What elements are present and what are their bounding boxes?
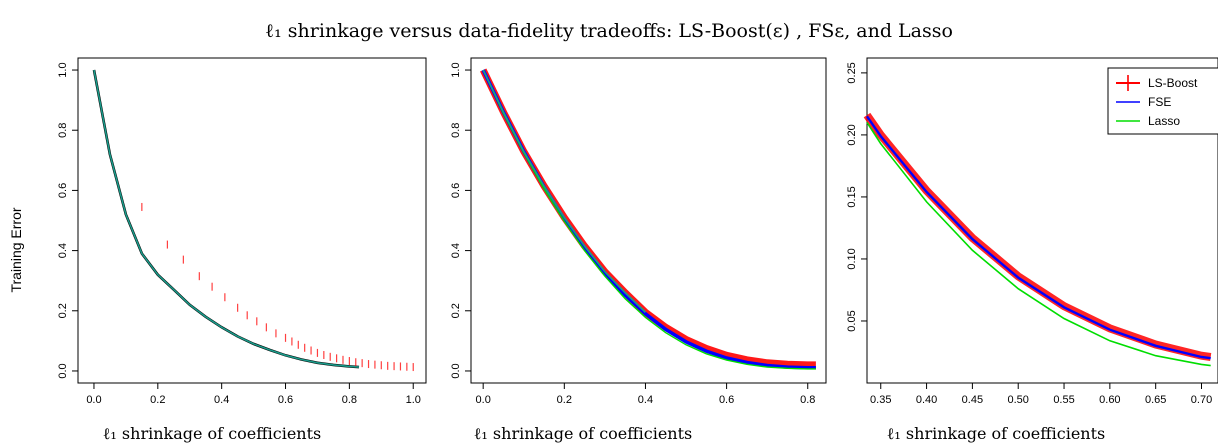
plot-frame-2 — [470, 57, 827, 384]
x-tick-3-6: 0.65 — [1145, 383, 1166, 406]
y-tick-2-5: 1.0 — [450, 62, 471, 78]
y-tick-1-0: 0.0 — [57, 363, 78, 379]
legend-label-fse: FSE — [1148, 95, 1171, 109]
x-tick-label: 0.45 — [962, 394, 983, 406]
y-tick-label: 0.4 — [450, 243, 462, 258]
x-tick-label: 0.6 — [278, 394, 293, 406]
plot-frame-3 — [866, 57, 1218, 384]
x-tick-label: 0.4 — [638, 394, 653, 406]
x-tick-2-2: 0.4 — [638, 383, 653, 406]
x-tick-label: 0.2 — [557, 394, 572, 406]
y-tick-label: 0.10 — [846, 248, 858, 269]
x-tick-label: 0.2 — [150, 394, 165, 406]
y-tick-label: 0.8 — [450, 123, 462, 138]
panel-3: 0.35 0.40 0.45 0.50 0.55 0.60 0.65 0.70 0.05 0.10… — [846, 57, 1218, 406]
x-axis-label-3: ℓ₁ shrinkage of coefficients — [886, 424, 1106, 443]
ls-boost-line — [863, 112, 1212, 361]
y-tick-label: 1.0 — [57, 62, 69, 77]
y-tick-label: 0.05 — [846, 310, 858, 331]
x-tick-label: 0.55 — [1053, 394, 1074, 406]
y-tick-label: 0.20 — [846, 124, 858, 145]
y-tick-3-4: 0.25 — [846, 62, 867, 84]
x-tick-3-1: 0.40 — [916, 383, 937, 406]
legend-box — [1107, 67, 1218, 135]
fse-line — [866, 115, 1211, 360]
overlap-line-teal — [482, 69, 647, 313]
x-tick-label: 0.65 — [1145, 394, 1166, 406]
x-tick-1-4: 0.8 — [342, 383, 357, 406]
y-tick-3-0: 0.05 — [846, 310, 867, 332]
y-tick-2-3: 0.6 — [450, 183, 471, 198]
legend-label-ls_boost: LS-Boost — [1148, 76, 1198, 90]
x-axis-label-2: ℓ₁ shrinkage of coefficients — [473, 424, 693, 443]
x-tick-label: 0.60 — [1099, 394, 1120, 406]
lasso-line — [482, 69, 816, 370]
x-tick-3-2: 0.45 — [962, 383, 983, 406]
x-tick-3-7: 0.70 — [1191, 383, 1212, 406]
x-tick-label: 1.0 — [406, 394, 421, 406]
path-line-dark — [92, 69, 360, 369]
x-tick-3-0: 0.35 — [870, 383, 891, 406]
x-tick-2-4: 0.8 — [800, 383, 815, 406]
y-tick-label: 0.2 — [57, 303, 69, 318]
x-tick-label: 0.50 — [1008, 394, 1029, 406]
y-tick-label: 0.0 — [57, 363, 69, 378]
y-tick-1-3: 0.6 — [57, 183, 78, 198]
x-tick-2-1: 0.2 — [557, 383, 572, 406]
x-tick-label: 0.8 — [342, 394, 357, 406]
x-tick-3-4: 0.55 — [1053, 383, 1075, 406]
y-tick-1-1: 0.2 — [57, 303, 78, 318]
y-tick-1-5: 1.0 — [57, 62, 78, 78]
x-tick-2-3: 0.6 — [719, 383, 734, 406]
y-tick-3-1: 0.10 — [846, 248, 867, 270]
x-axis-label-1: ℓ₁ shrinkage of coefficients — [102, 424, 322, 443]
x-tick-1-2: 0.4 — [214, 383, 229, 406]
x-tick-1-3: 0.6 — [278, 383, 293, 406]
x-tick-label: 0.0 — [476, 394, 491, 406]
y-tick-1-4: 0.8 — [57, 123, 78, 138]
y-tick-label: 0.8 — [57, 123, 69, 138]
y-tick-label: 0.4 — [57, 243, 69, 258]
y-tick-label: 0.15 — [846, 186, 858, 207]
x-tick-label: 0.70 — [1191, 394, 1212, 406]
y-tick-3-2: 0.15 — [846, 186, 867, 208]
fse-line — [481, 69, 816, 370]
legend: LS-Boost FSE Lasso — [1107, 67, 1218, 135]
y-tick-label: 0.0 — [450, 363, 462, 378]
x-tick-label: 0.4 — [214, 394, 229, 406]
x-tick-label: 0.8 — [800, 394, 815, 406]
y-tick-1-2: 0.4 — [57, 243, 78, 258]
y-tick-label: 1.0 — [450, 62, 462, 77]
x-tick-1-0: 0.0 — [86, 383, 102, 406]
legend-label-lasso: Lasso — [1148, 114, 1180, 128]
x-tick-2-0: 0.0 — [476, 383, 491, 406]
x-tick-label: 0.40 — [916, 394, 937, 406]
panel-1: 0.0 0.2 0.4 0.6 0.8 1.0 0.0 0.2 0.4 0.6 0.8 1.0 — [57, 57, 427, 406]
y-tick-2-2: 0.4 — [450, 243, 471, 258]
plot-frame-1 — [77, 57, 427, 384]
x-tick-1-1: 0.2 — [150, 383, 165, 406]
x-tick-1-5: 1.0 — [406, 383, 421, 406]
x-tick-3-3: 0.50 — [1008, 383, 1029, 406]
y-tick-2-1: 0.2 — [450, 303, 471, 318]
x-tick-label: 0.6 — [719, 394, 734, 406]
x-tick-3-5: 0.60 — [1099, 383, 1121, 406]
y-tick-label: 0.6 — [57, 183, 69, 198]
y-tick-label: 0.6 — [450, 183, 462, 198]
y-tick-2-0: 0.0 — [450, 363, 471, 379]
x-tick-label: 0.35 — [870, 394, 891, 406]
lasso-line — [866, 122, 1211, 367]
y-tick-3-3: 0.20 — [846, 124, 867, 146]
y-tick-2-4: 0.8 — [450, 123, 471, 138]
path-line-teal — [93, 69, 360, 368]
panel-2: 0.0 0.2 0.4 0.6 0.8 0.0 0.2 0.4 0.6 0.8 1.0 — [450, 57, 827, 406]
x-tick-label: 0.0 — [86, 394, 101, 406]
figure-title: ℓ₁ shrinkage versus data-fidelity tradeo… — [265, 20, 953, 42]
y-tick-label: 0.2 — [450, 303, 462, 318]
y-tick-label: 0.25 — [846, 62, 858, 83]
